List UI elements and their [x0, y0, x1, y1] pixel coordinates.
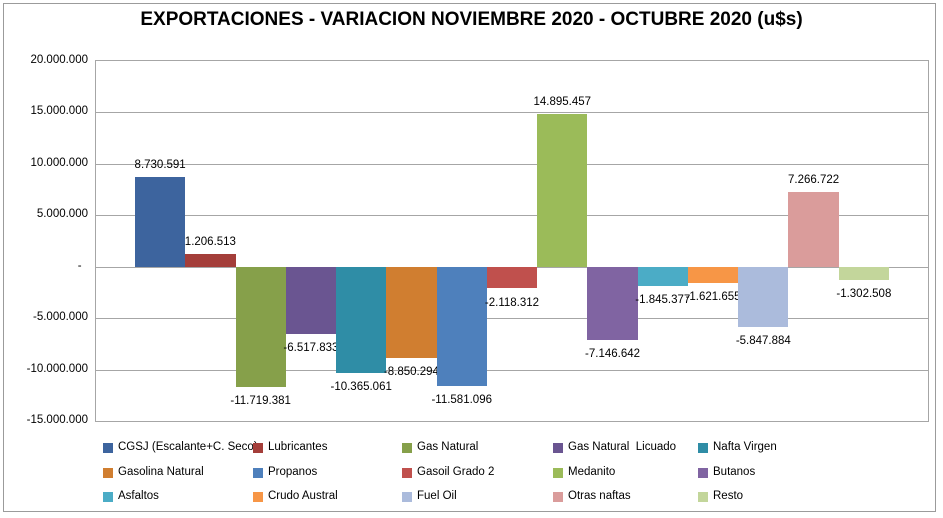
gridline	[96, 112, 928, 114]
legend-item-gas-natural[interactable]: Gas Natural	[402, 441, 478, 454]
legend-swatch-icon	[103, 491, 113, 502]
legend-swatch-icon	[698, 467, 708, 478]
y-axis-tick-label: 10.000.000	[30, 156, 88, 169]
legend-item-crudo-austral[interactable]: Crudo Austral	[253, 490, 338, 503]
legend-swatch-icon	[253, 442, 263, 453]
legend-swatch-icon	[553, 442, 563, 453]
y-axis-tick-label: 15.000.000	[30, 105, 88, 118]
legend-item-medanito[interactable]: Medanito	[553, 466, 615, 479]
legend-swatch-icon	[253, 491, 263, 502]
legend-swatch-icon	[402, 491, 412, 502]
legend-label: Butanos	[713, 466, 756, 478]
legend-label: Nafta Virgen	[713, 441, 777, 453]
legend-label: Gas Natural	[417, 441, 479, 453]
legend-swatch-icon	[103, 442, 113, 453]
legend-item-asfaltos[interactable]: Asfaltos	[103, 490, 159, 503]
legend-swatch-icon	[402, 442, 412, 453]
data-label-gasolina-natural: -8.850.294	[383, 365, 439, 378]
legend-label: Gasolina Natural	[118, 466, 204, 478]
legend-item-cgsj-escalante-c-seco[interactable]: CGSJ (Escalante+C. Seco)	[103, 441, 258, 454]
legend-item-gasolina-natural[interactable]: Gasolina Natural	[103, 466, 204, 479]
gridline	[96, 318, 928, 320]
bar-crudo-austral[interactable]	[687, 266, 739, 284]
data-label-lubricantes: 1.206.513	[184, 236, 236, 249]
legend-item-resto[interactable]: Resto	[698, 490, 743, 503]
data-label-resto: -1.302.508	[836, 288, 892, 301]
bar-resto[interactable]	[838, 266, 889, 281]
legend-swatch-icon	[402, 467, 412, 478]
data-label-crudo-austral: -1.621.655	[685, 291, 741, 304]
data-label-asfaltos: -1.845.377	[635, 293, 691, 306]
bar-otras-naftas[interactable]	[788, 191, 839, 267]
bar-gasoil-grado-2[interactable]	[486, 266, 538, 289]
bar-lubricantes[interactable]	[185, 254, 236, 267]
legend-swatch-icon	[553, 467, 563, 478]
legend-label: Fuel Oil	[417, 490, 457, 502]
bar-gas-natural-licuado[interactable]	[285, 266, 337, 334]
legend-label: Asfaltos	[118, 490, 159, 502]
legend-swatch-icon	[103, 467, 113, 478]
data-label-butanos: -7.146.642	[585, 348, 641, 361]
data-label-propanos: -11.581.096	[431, 393, 492, 406]
gridline	[96, 369, 928, 371]
legend-swatch-icon	[698, 442, 708, 453]
legend-item-gas-natural-licuado[interactable]: Gas Natural Licuado	[553, 441, 676, 454]
bar-fuel-oil[interactable]	[738, 266, 789, 327]
legend-swatch-icon	[553, 491, 563, 502]
legend-label: CGSJ (Escalante+C. Seco)	[118, 441, 258, 453]
legend-item-fuel-oil[interactable]: Fuel Oil	[402, 490, 457, 503]
legend-label: Propanos	[268, 466, 318, 478]
bar-gasolina-natural[interactable]	[386, 266, 437, 358]
y-axis-tick-label: -	[77, 259, 88, 272]
legend-label: Medanito	[568, 466, 616, 478]
data-label-gas-natural: -11.719.381	[230, 395, 291, 408]
legend-item-gasoil-grado-2[interactable]: Gasoil Grado 2	[402, 466, 494, 479]
legend-item-lubricantes[interactable]: Lubricantes	[253, 441, 327, 454]
y-axis-tick-label: 20.000.000	[30, 54, 88, 66]
bar-medanito[interactable]	[537, 113, 588, 267]
bar-propanos[interactable]	[436, 266, 487, 386]
legend-item-butanos[interactable]: Butanos	[698, 466, 755, 479]
y-axis-tick-label: -5.000.000	[33, 311, 88, 324]
data-label-gasoil-grado-2: -2.118.312	[484, 296, 540, 309]
bar-gas-natural[interactable]	[235, 266, 286, 388]
y-axis-tick-label: -10.000.000	[26, 362, 88, 375]
data-label-nafta-virgen: -10.365.061	[330, 381, 392, 394]
gridline	[96, 163, 928, 165]
legend-item-nafta-virgen[interactable]: Nafta Virgen	[698, 441, 777, 454]
y-axis-tick-label: -15.000.000	[26, 414, 88, 426]
bar-asfaltos[interactable]	[637, 266, 688, 286]
data-label-fuel-oil: -5.847.884	[735, 334, 791, 347]
data-label-gas-natural-licuado: -6.517.833	[283, 341, 339, 354]
legend-item-propanos[interactable]: Propanos	[253, 466, 317, 479]
chart-title: EXPORTACIONES - VARIACION NOVIEMBRE 2020…	[140, 9, 803, 30]
legend-label: Gasoil Grado 2	[417, 466, 495, 478]
legend-swatch-icon	[698, 491, 708, 502]
legend-label: Lubricantes	[268, 441, 328, 453]
data-label-otras-naftas: 7.266.722	[788, 173, 840, 186]
legend-label: Gas Natural Licuado	[568, 441, 677, 453]
chart-border	[3, 3, 936, 512]
legend-label: Resto	[713, 490, 744, 502]
legend-label: Crudo Austral	[268, 490, 338, 502]
bar-butanos[interactable]	[587, 266, 638, 341]
data-label-cgsj-escalante-c-seco: 8.730.591	[134, 158, 186, 171]
bar-nafta-virgen[interactable]	[336, 266, 387, 374]
legend-item-otras-naftas[interactable]: Otras naftas	[553, 490, 631, 503]
gridline	[96, 215, 928, 217]
data-label-medanito: 14.895.457	[533, 95, 592, 108]
legend-swatch-icon	[253, 467, 263, 478]
bar-cgsj-escalante-c-seco[interactable]	[135, 176, 186, 267]
legend-label: Otras naftas	[568, 490, 631, 502]
y-axis-tick-label: 5.000.000	[36, 208, 88, 221]
plot-area: 8.730.591 1.206.513 -11.719.381 -6.517.833 -…	[95, 60, 929, 422]
